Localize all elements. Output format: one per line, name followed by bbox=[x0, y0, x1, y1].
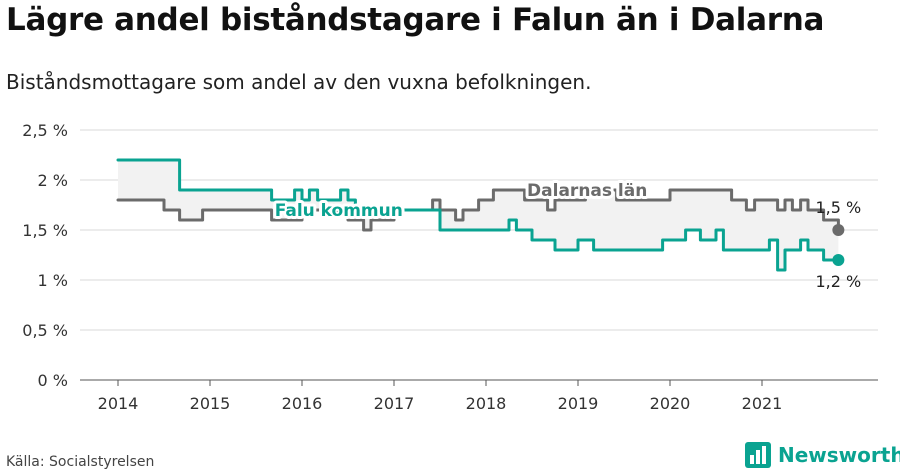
brand-name: Newsworthy bbox=[778, 443, 900, 467]
x-tick-label: 2020 bbox=[650, 394, 691, 413]
difference-band bbox=[118, 160, 839, 270]
end-point-falun bbox=[832, 254, 845, 266]
end-value-label-falun: 1,2 % bbox=[815, 272, 861, 291]
y-tick-label: 2 % bbox=[38, 171, 68, 190]
x-tick-label: 2021 bbox=[742, 394, 783, 413]
chart-title: Lägre andel biståndstagare i Falun än i … bbox=[6, 2, 825, 38]
chart-subtitle: Biståndsmottagare som andel av den vuxna… bbox=[6, 70, 592, 94]
series-label-falun: Falu kommun bbox=[275, 201, 403, 221]
series-lines bbox=[116, 158, 845, 272]
series-label-dalarna: Dalarnas län bbox=[527, 181, 647, 201]
end-value-label-dalarna: 1,5 % bbox=[815, 198, 861, 217]
series-labels: Falu kommun Dalarnas län 1,5 % 1,2 % bbox=[272, 178, 861, 291]
x-tick-label: 2014 bbox=[98, 394, 139, 413]
difference-area bbox=[118, 160, 839, 270]
x-tick-label: 2017 bbox=[374, 394, 415, 413]
x-tick-label: 2018 bbox=[466, 394, 507, 413]
series-line-falun bbox=[116, 158, 840, 272]
x-axis: 2014 2015 2016 2017 2018 2019 2020 2021 bbox=[80, 379, 878, 413]
end-point-dalarna bbox=[832, 224, 845, 236]
x-tick-label: 2015 bbox=[190, 394, 231, 413]
source-note: Källa: Socialstyrelsen bbox=[6, 454, 155, 470]
x-tick-label: 2016 bbox=[282, 394, 323, 413]
newsworthy-logo-icon bbox=[745, 442, 771, 468]
y-axis-labels: 0 % 0,5 % 1 % 1,5 % 2 % 2,5 % bbox=[22, 121, 68, 390]
y-tick-label: 0 % bbox=[38, 371, 68, 390]
grid-lines bbox=[80, 129, 878, 381]
y-tick-label: 1,5 % bbox=[22, 221, 68, 240]
y-tick-label: 1 % bbox=[38, 271, 68, 290]
y-tick-label: 2,5 % bbox=[22, 121, 68, 140]
series-line-dalarna bbox=[116, 188, 840, 232]
x-tick-label: 2019 bbox=[558, 394, 599, 413]
brand-logo: Newsworthy bbox=[744, 440, 900, 470]
y-tick-label: 0,5 % bbox=[22, 321, 68, 340]
